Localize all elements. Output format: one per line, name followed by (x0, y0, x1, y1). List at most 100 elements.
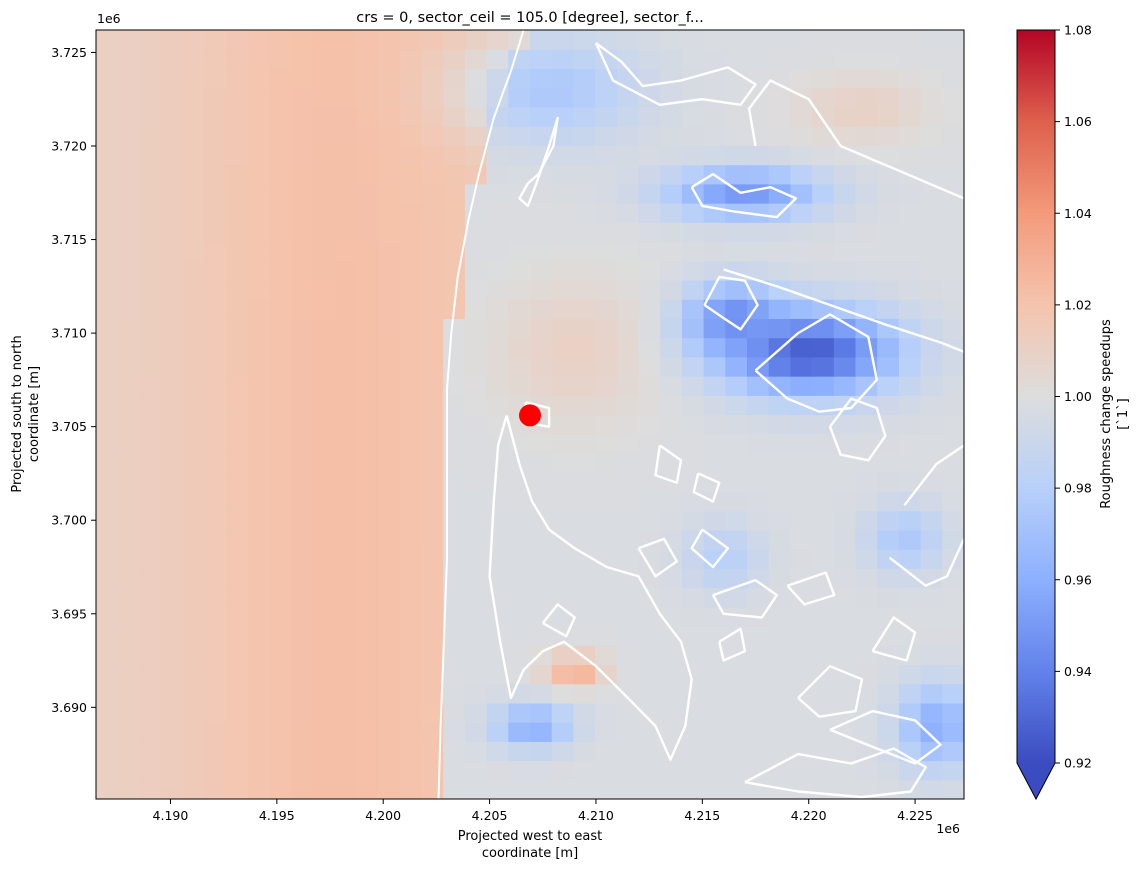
heatmap-cell (139, 145, 162, 166)
heatmap-cell (595, 126, 618, 146)
heatmap-cell (638, 491, 661, 512)
heatmap-cell (551, 760, 574, 781)
heatmap-cell (833, 414, 857, 435)
heatmap-cell (269, 587, 292, 608)
heatmap-cell (573, 606, 596, 627)
heatmap-cell (920, 452, 943, 473)
heatmap-cell (530, 260, 553, 281)
heatmap-cell (486, 376, 509, 396)
heatmap-cell (182, 414, 206, 435)
heatmap-cell (508, 529, 531, 550)
heatmap-cell (508, 376, 531, 396)
heatmap-cell (182, 126, 206, 146)
heatmap-cell (638, 664, 661, 685)
heatmap-cell (399, 318, 423, 339)
heatmap-cell (942, 529, 964, 550)
heatmap-cell (421, 260, 444, 281)
heatmap-cell (725, 683, 748, 704)
heatmap-cell (334, 241, 357, 262)
heatmap-cell (595, 337, 618, 358)
heatmap-cell (660, 183, 683, 204)
heatmap-cell (96, 606, 119, 627)
heatmap-cell (855, 433, 878, 454)
heatmap-cell (117, 87, 140, 108)
heatmap-cell (660, 356, 683, 377)
y-tick-label: 3.710 (51, 326, 87, 341)
heatmap-cell (486, 510, 509, 531)
heatmap-cell (96, 529, 119, 550)
heatmap-cell (399, 126, 423, 146)
heatmap-cell (725, 741, 748, 762)
heatmap-cell (378, 164, 401, 185)
heatmap-cell (161, 203, 184, 223)
heatmap-cell (551, 741, 574, 762)
heatmap-cell (747, 241, 770, 262)
heatmap-cell (681, 241, 705, 262)
heatmap-cell (204, 318, 227, 339)
heatmap-cell (313, 145, 336, 166)
heatmap-cell (725, 472, 748, 492)
heatmap-cell (877, 510, 900, 531)
heatmap-cell (269, 683, 292, 704)
heatmap-cell (920, 664, 943, 685)
heatmap-cell (812, 625, 835, 646)
heatmap-cell (378, 452, 401, 473)
heatmap-cell (595, 683, 618, 704)
heatmap-cell (117, 299, 140, 319)
heatmap-cell (378, 260, 401, 281)
heatmap-cell (898, 299, 922, 319)
heatmap-cell (616, 183, 640, 204)
heatmap-cell (508, 222, 531, 243)
heatmap-cell (920, 356, 943, 377)
heatmap-cell (877, 568, 900, 589)
heatmap-cell (812, 491, 835, 512)
heatmap-cell (703, 260, 726, 281)
heatmap-cell (486, 683, 509, 704)
heatmap-cell (204, 606, 227, 627)
heatmap-cell (313, 664, 336, 685)
heatmap-cell (681, 30, 705, 50)
heatmap-cell (812, 376, 835, 396)
heatmap-cell (378, 241, 401, 262)
heatmap-cell (269, 645, 292, 666)
heatmap-cell (833, 549, 857, 569)
heatmap-cell (443, 722, 466, 742)
heatmap-cell (226, 683, 249, 704)
heatmap-cell (291, 683, 314, 704)
heatmap-cell (790, 106, 813, 127)
heatmap-cell (399, 606, 423, 627)
heatmap-cell (681, 683, 705, 704)
heatmap-cell (898, 587, 922, 608)
heatmap-cell (399, 279, 423, 300)
heatmap-cell (161, 549, 184, 569)
land-contour (692, 472, 721, 503)
heatmap-cell (573, 760, 596, 781)
heatmap-cell (291, 472, 314, 492)
land-contour (518, 116, 559, 208)
heatmap-cell (790, 645, 813, 666)
heatmap-cell (96, 683, 119, 704)
heatmap-cell (725, 164, 748, 185)
heatmap-cell (313, 356, 336, 377)
heatmap-cell (833, 68, 857, 89)
heatmap-cell (768, 260, 791, 281)
heatmap-cell (247, 606, 271, 627)
heatmap-cell (139, 279, 162, 300)
heatmap-cell (269, 529, 292, 550)
heatmap-cell (703, 318, 726, 339)
heatmap-cell (226, 779, 249, 799)
heatmap-cell (182, 760, 206, 781)
heatmap-cell (421, 625, 444, 646)
heatmap-cell (725, 510, 748, 531)
heatmap-cell (139, 779, 162, 799)
heatmap-cell (443, 587, 466, 608)
heatmap-cell (139, 376, 162, 396)
heatmap-cell (356, 106, 379, 127)
heatmap-cell (681, 587, 705, 608)
heatmap-cell (117, 549, 140, 569)
heatmap-cell (247, 395, 271, 416)
heatmap-cell (812, 222, 835, 243)
heatmap-cell (812, 606, 835, 627)
plot-frame (95, 29, 965, 800)
heatmap-cell (334, 145, 357, 166)
